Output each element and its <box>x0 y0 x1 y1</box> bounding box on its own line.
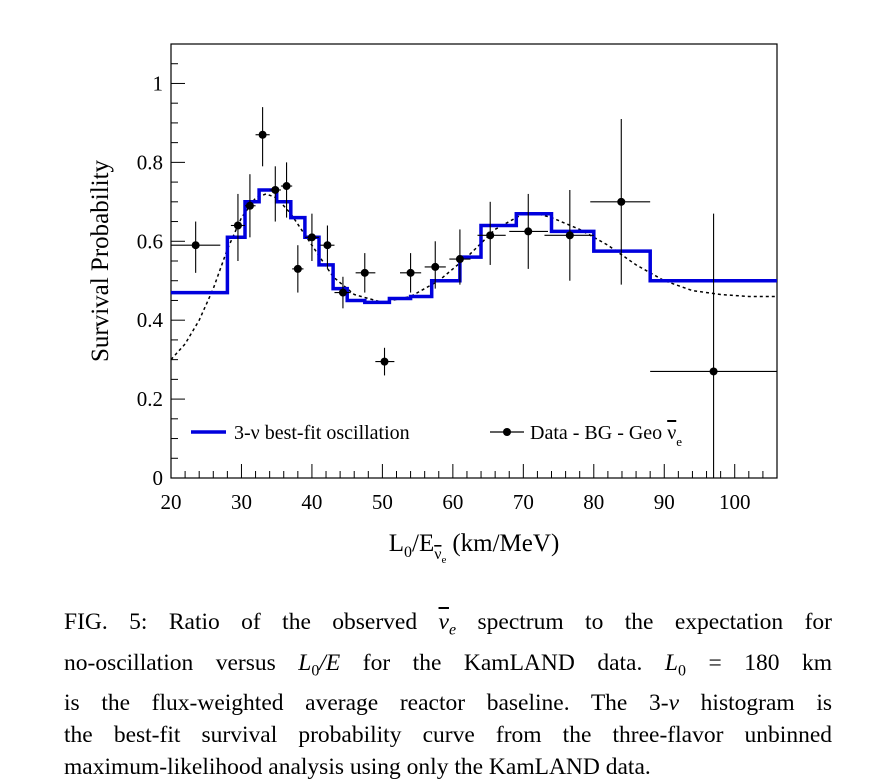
axis-tick-labels: 20 30 40 50 60 70 80 90 100 0 0.2 0.4 0.6 0.8 1 <box>137 71 751 514</box>
legend-histogram-label: 3-ν best-fit oscillation <box>234 422 410 444</box>
data-point <box>269 166 281 222</box>
data-marker <box>380 357 389 366</box>
data-point <box>355 253 376 293</box>
data-marker <box>191 241 200 250</box>
plot-frame <box>170 43 778 479</box>
x-tick-label: 60 <box>442 490 463 514</box>
data-marker <box>307 233 316 242</box>
data-point <box>292 245 304 293</box>
data-point <box>304 213 319 261</box>
data-marker <box>258 130 267 139</box>
data-point <box>477 201 506 265</box>
x-tick-label: 40 <box>301 490 322 514</box>
data-point <box>650 213 777 478</box>
data-point <box>244 174 256 238</box>
survival-probability-figure: 20 30 40 50 60 70 80 90 100 0 0.2 0.4 0.6 0.8 1 3-ν be… <box>87 43 778 566</box>
data-point <box>280 162 293 218</box>
data-point <box>509 193 548 269</box>
x-tick-label: 50 <box>372 490 393 514</box>
data-marker <box>455 255 464 264</box>
data-marker <box>282 182 291 191</box>
data-marker <box>617 197 626 206</box>
data-marker <box>271 185 280 194</box>
data-marker <box>233 221 242 230</box>
data-marker <box>486 231 495 240</box>
data-point <box>449 229 471 285</box>
y-tick-label: 0.8 <box>137 150 163 174</box>
x-tick-label: 20 <box>161 490 182 514</box>
data-point <box>400 253 422 293</box>
histogram-layer <box>171 188 777 305</box>
data-marker <box>565 231 574 240</box>
x-tick-label: 70 <box>513 490 534 514</box>
data-point <box>230 193 245 261</box>
y-tick-label: 1 <box>153 71 164 95</box>
dashed-curve-layer <box>170 193 777 361</box>
caption-line-3: is the flux-weighted average reactor bas… <box>64 690 832 717</box>
data-marker <box>293 264 302 273</box>
legend-data-marker <box>503 428 511 436</box>
y-tick-label: 0.4 <box>137 308 164 332</box>
dashed-curve <box>170 193 777 361</box>
data-marker <box>406 268 415 277</box>
x-tick-label: 80 <box>583 490 604 514</box>
caption-line-2: no-oscillation versus L0/E for the KamLA… <box>64 649 832 680</box>
y-axis-title: Survival Probability <box>87 159 114 362</box>
data-marker <box>323 241 332 250</box>
x-tick-label: 100 <box>719 490 751 514</box>
data-point <box>255 107 270 167</box>
figure-caption: FIG. 5: Ratio of the observed νe spectru… <box>64 606 832 783</box>
data-point <box>590 118 651 285</box>
data-marker <box>431 262 440 271</box>
y-tick-label: 0 <box>153 466 164 490</box>
data-marker <box>360 268 369 277</box>
axis-ticks <box>170 43 778 479</box>
x-tick-label: 30 <box>231 490 252 514</box>
data-point <box>320 225 335 269</box>
caption-line-1: FIG. 5: Ratio of the observed νe spectru… <box>64 609 832 639</box>
data-point <box>171 221 221 273</box>
y-tick-label: 0.2 <box>137 387 163 411</box>
data-marker <box>709 367 718 376</box>
caption-line-4: the best-fit survival probability curve … <box>64 722 832 749</box>
best-fit-histogram <box>171 188 777 305</box>
data-marker <box>524 227 533 236</box>
data-point <box>424 241 446 289</box>
data-marker <box>338 288 347 297</box>
data-point <box>334 276 351 309</box>
x-tick-label: 90 <box>654 490 675 514</box>
legend: 3-ν best-fit oscillation Data - BG - Geo… <box>191 422 682 449</box>
data-point <box>544 189 594 281</box>
legend-data-label: Data - BG - Geo νe <box>530 422 682 449</box>
data-marker <box>245 201 254 210</box>
x-axis-title: L0/Eνe(km/MeV) <box>389 530 560 566</box>
data-points-layer <box>171 107 777 478</box>
y-tick-label: 0.6 <box>137 229 163 253</box>
data-point <box>375 347 395 376</box>
caption-line-5: maximum-likelihood analysis using only t… <box>64 754 651 781</box>
